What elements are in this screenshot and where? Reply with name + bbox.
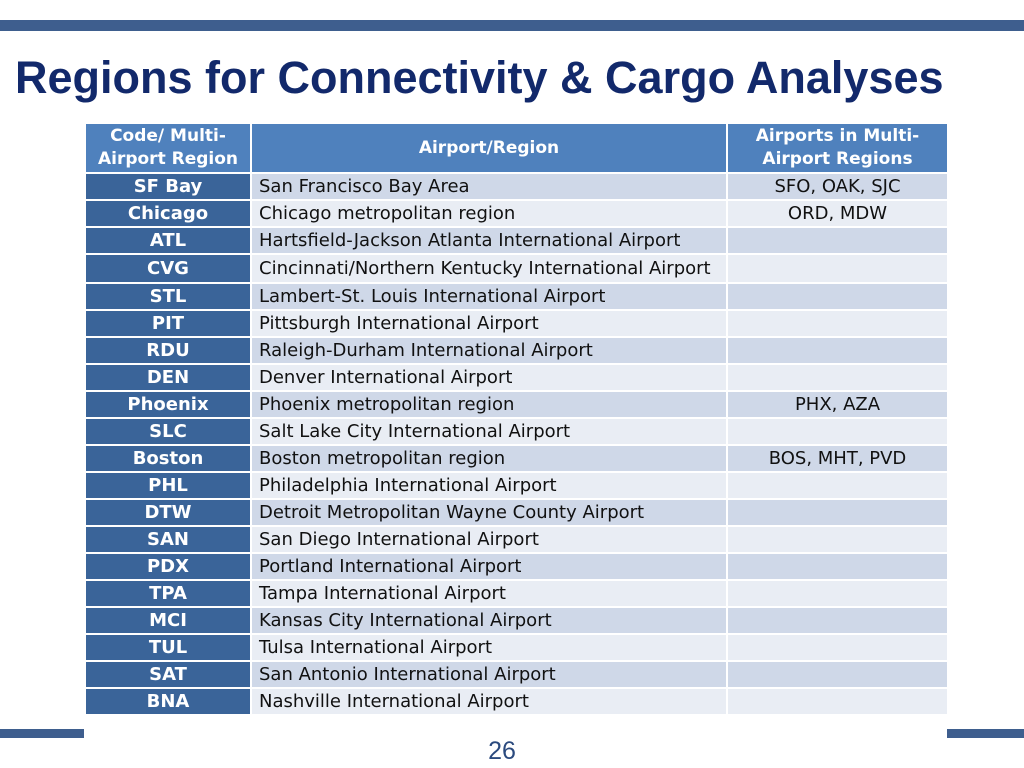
row-code: SAT [84, 660, 252, 689]
row-multi: SFO, OAK, SJC [726, 172, 949, 201]
row-name: Detroit Metropolitan Wayne County Airpor… [250, 498, 728, 527]
row-code: ATL [84, 226, 252, 255]
row-name: Portland International Airport [250, 552, 728, 581]
row-code: RDU [84, 336, 252, 365]
row-multi [726, 363, 949, 392]
row-code: Chicago [84, 199, 252, 228]
table-row: TPA Tampa International Airport [84, 579, 949, 608]
table-row: RDU Raleigh-Durham International Airport [84, 336, 949, 365]
row-multi [726, 579, 949, 608]
row-code: CVG [84, 253, 252, 284]
table-row: SAN San Diego International Airport [84, 525, 949, 554]
table-row: DEN Denver International Airport [84, 363, 949, 392]
row-name: Nashville International Airport [250, 687, 728, 716]
row-code: PIT [84, 309, 252, 338]
table-row: PIT Pittsburgh International Airport [84, 309, 949, 338]
table-row: MCI Kansas City International Airport [84, 606, 949, 635]
row-multi [726, 606, 949, 635]
row-multi [726, 309, 949, 338]
row-multi [726, 498, 949, 527]
table-row: SLC Salt Lake City International Airport [84, 417, 949, 446]
row-name: Boston metropolitan region [250, 444, 728, 473]
row-code: SLC [84, 417, 252, 446]
row-code: Boston [84, 444, 252, 473]
row-name: Salt Lake City International Airport [250, 417, 728, 446]
slide-title: Regions for Connectivity & Cargo Analyse… [15, 52, 944, 103]
row-code: SF Bay [84, 172, 252, 201]
table-row: TUL Tulsa International Airport [84, 633, 949, 662]
row-name: Phoenix metropolitan region [250, 390, 728, 419]
row-multi [726, 552, 949, 581]
table-row: BNA Nashville International Airport [84, 687, 949, 716]
table-row: ATL Hartsfield-Jackson Atlanta Internati… [84, 226, 949, 255]
regions-table: Code/ Multi-Airport Region Airport/Regio… [84, 122, 949, 716]
row-name: Chicago metropolitan region [250, 199, 728, 228]
table-row: Chicago Chicago metropolitan region ORD,… [84, 199, 949, 228]
row-multi [726, 633, 949, 662]
row-multi [726, 417, 949, 446]
row-multi: ORD, MDW [726, 199, 949, 228]
row-name: San Diego International Airport [250, 525, 728, 554]
table-row: PHL Philadelphia International Airport [84, 471, 949, 500]
row-multi [726, 282, 949, 311]
row-code: BNA [84, 687, 252, 716]
row-name: Cincinnati/Northern Kentucky Internation… [250, 253, 728, 284]
header-code: Code/ Multi-Airport Region [84, 122, 252, 174]
row-name: San Antonio International Airport [250, 660, 728, 689]
table-row: Boston Boston metropolitan region BOS, M… [84, 444, 949, 473]
table-row: STL Lambert-St. Louis International Airp… [84, 282, 949, 311]
table-row: DTW Detroit Metropolitan Wayne County Ai… [84, 498, 949, 527]
header-multi-airports: Airports in Multi-Airport Regions [726, 122, 949, 174]
row-code: TPA [84, 579, 252, 608]
row-code: MCI [84, 606, 252, 635]
row-multi: PHX, AZA [726, 390, 949, 419]
bottom-accent-bar-left [0, 729, 84, 738]
table-row: SF Bay San Francisco Bay Area SFO, OAK, … [84, 172, 949, 201]
table-header-row: Code/ Multi-Airport Region Airport/Regio… [84, 122, 949, 174]
row-name: Hartsfield-Jackson Atlanta International… [250, 226, 728, 255]
row-name: Pittsburgh International Airport [250, 309, 728, 338]
page-number: 26 [488, 737, 516, 765]
row-multi [726, 253, 949, 284]
row-name: Kansas City International Airport [250, 606, 728, 635]
row-multi: BOS, MHT, PVD [726, 444, 949, 473]
bottom-accent-bar-right [947, 729, 1024, 738]
table-row: Phoenix Phoenix metropolitan region PHX,… [84, 390, 949, 419]
row-code: Phoenix [84, 390, 252, 419]
row-multi [726, 525, 949, 554]
row-name: Tulsa International Airport [250, 633, 728, 662]
row-multi [726, 336, 949, 365]
row-name: San Francisco Bay Area [250, 172, 728, 201]
row-name: Denver International Airport [250, 363, 728, 392]
top-accent-bar [0, 20, 1024, 31]
row-name: Lambert-St. Louis International Airport [250, 282, 728, 311]
row-code: PDX [84, 552, 252, 581]
table-row: PDX Portland International Airport [84, 552, 949, 581]
row-code: DTW [84, 498, 252, 527]
row-multi [726, 471, 949, 500]
row-code: STL [84, 282, 252, 311]
row-code: PHL [84, 471, 252, 500]
row-multi [726, 226, 949, 255]
row-multi [726, 660, 949, 689]
row-code: DEN [84, 363, 252, 392]
row-name: Tampa International Airport [250, 579, 728, 608]
table-row: CVG Cincinnati/Northern Kentucky Interna… [84, 253, 949, 284]
row-name: Raleigh-Durham International Airport [250, 336, 728, 365]
row-multi [726, 687, 949, 716]
row-name: Philadelphia International Airport [250, 471, 728, 500]
table-row: SAT San Antonio International Airport [84, 660, 949, 689]
row-code: SAN [84, 525, 252, 554]
row-code: TUL [84, 633, 252, 662]
header-airport-region: Airport/Region [250, 122, 728, 174]
